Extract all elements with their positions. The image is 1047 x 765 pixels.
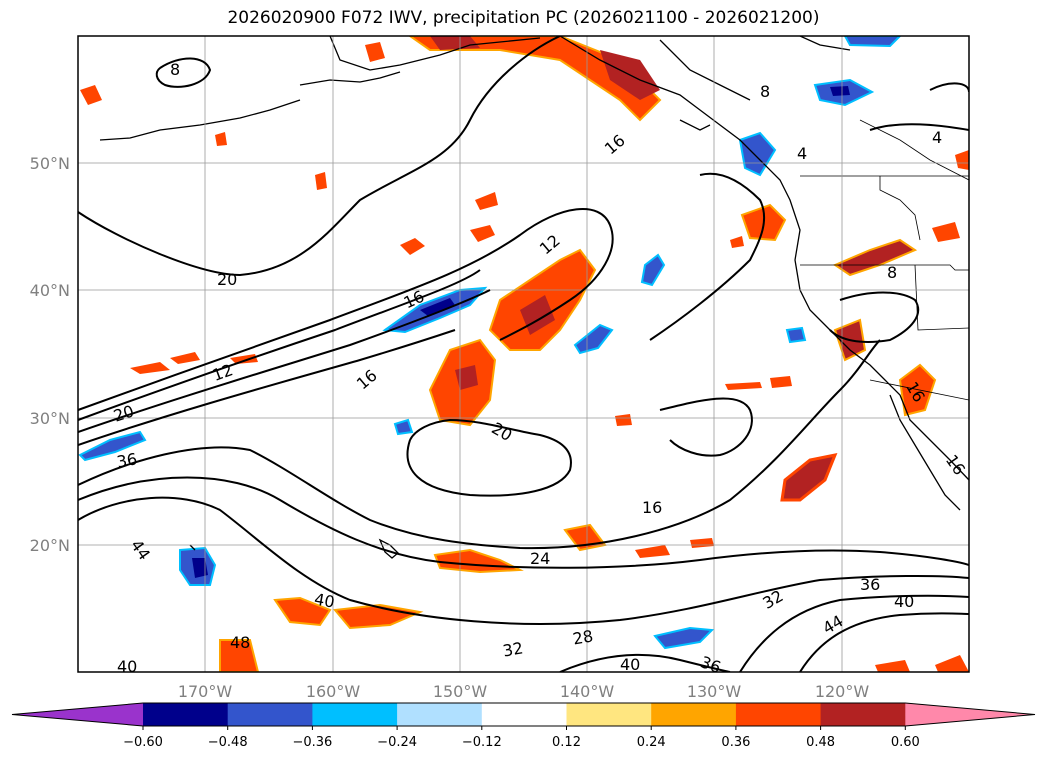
colorbar-segment — [397, 703, 483, 726]
colorbar-tick-label: −0.24 — [377, 735, 417, 750]
colorbar-segment — [566, 703, 652, 726]
colorbar-segment — [651, 703, 737, 726]
contour-label: 40 — [313, 589, 336, 611]
contour-label: 48 — [230, 633, 250, 652]
graticule — [78, 36, 969, 672]
political-borders — [800, 119, 969, 401]
lat-label: 40°N — [30, 281, 70, 300]
contour-label: 36 — [860, 575, 880, 594]
contour-label: 32 — [501, 638, 524, 660]
map-title: 2026020900 F072 IWV, precipitation PC (2… — [227, 8, 820, 28]
colorbar-tick-label: 0.24 — [637, 735, 666, 750]
contour-label: 40 — [620, 655, 640, 674]
coastlines — [99, 36, 969, 559]
colorbar-tick-label: 0.48 — [806, 735, 835, 750]
colorbar-segment — [820, 703, 906, 726]
colorbar-segment — [312, 703, 398, 726]
map-frame — [77, 35, 970, 673]
colorbar-segment — [227, 703, 313, 726]
contour-labels: 8 16 8 4 4 12 16 16 12 20 20 36 16 20 24… — [111, 60, 969, 677]
longitude-labels: 170°W 160°W 150°W 140°W 130°W 120°W — [178, 682, 870, 701]
lon-label: 160°W — [306, 682, 361, 701]
colorbar: −0.60 −0.48 −0.36 −0.24 −0.12 0.12 0.24 0.36 0.4… — [11, 702, 1036, 750]
lon-label: 140°W — [560, 682, 615, 701]
colorbar-tick-label: 0.12 — [552, 735, 581, 750]
colorbar-segment — [143, 703, 229, 726]
lon-label: 120°W — [815, 682, 870, 701]
contour-label: 4 — [797, 144, 807, 163]
lon-label: 150°W — [433, 682, 488, 701]
colorbar-tick-label: −0.36 — [292, 735, 332, 750]
lon-label: 170°W — [178, 682, 233, 701]
colorbar-extend-high — [905, 703, 1035, 726]
contour-label: 20 — [217, 270, 237, 289]
colorbar-extend-low — [12, 703, 143, 726]
contour-label: 24 — [530, 549, 550, 568]
colorbar-segment — [735, 703, 822, 726]
lat-label: 30°N — [30, 409, 70, 428]
contour-label: 36 — [115, 449, 138, 471]
contour-label: 8 — [170, 60, 180, 79]
colorbar-tick-label: 0.60 — [891, 735, 920, 750]
precip-positive-areas — [80, 36, 969, 672]
contour-label: 8 — [887, 263, 897, 282]
colorbar-tick-label: −0.48 — [208, 735, 248, 750]
colorbar-tick-label: −0.12 — [462, 735, 502, 750]
contour-label: 36 — [698, 652, 724, 677]
contour-label: 40 — [894, 592, 914, 611]
lat-label: 50°N — [30, 154, 70, 173]
lon-label: 130°W — [687, 682, 742, 701]
contour-label: 16 — [642, 498, 662, 517]
iwv-contours — [78, 36, 969, 672]
colorbar-segment — [481, 703, 567, 726]
contour-label: 40 — [117, 657, 137, 676]
contour-label: 28 — [571, 626, 594, 648]
contour-label: 8 — [760, 82, 770, 101]
latitude-labels: 50°N 40°N 30°N 20°N — [30, 154, 70, 555]
colorbar-tick-label: −0.60 — [123, 735, 163, 750]
lat-label: 20°N — [30, 536, 70, 555]
map-area: 8 16 8 4 4 12 16 16 12 20 20 36 16 20 24… — [78, 36, 969, 677]
colorbar-tick-label: 0.36 — [721, 735, 750, 750]
contour-label: 4 — [932, 128, 942, 147]
